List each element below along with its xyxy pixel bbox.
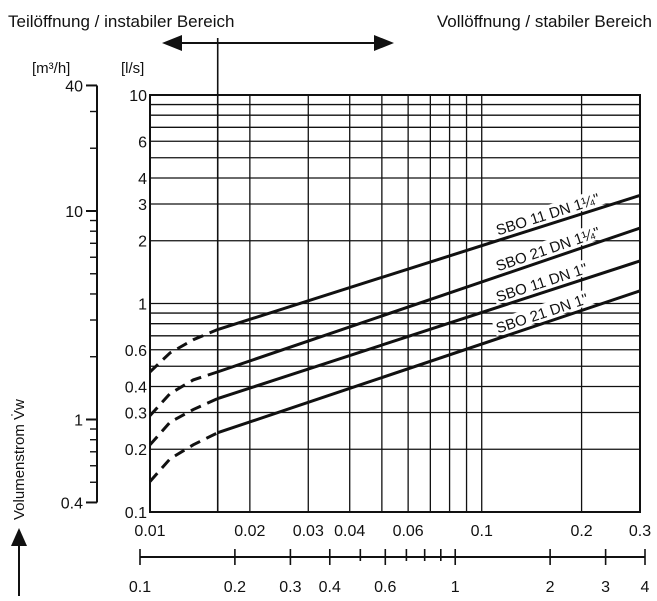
y-tick-label-ls: 0.6	[125, 343, 147, 360]
y-axis-label: Volumenstrom V̇w	[11, 399, 28, 520]
y-axis-title: Volumenstrom V̇w	[11, 399, 28, 596]
curve-dashed-segment	[148, 328, 219, 373]
y-tick-label-m3h: 40	[65, 78, 83, 95]
y-tick-label-ls: 1	[138, 297, 147, 314]
x-tick-label-top: 0.06	[393, 523, 424, 540]
x-tick-label-top: 0.1	[471, 523, 493, 540]
curve-label-background	[491, 280, 617, 337]
y-tick-label-m3h: 10	[65, 204, 83, 221]
y-tick-label-m3h: 1	[74, 412, 83, 429]
x-tick-label-bottom: 3	[601, 579, 610, 596]
y-tick-label-ls: 0.3	[125, 406, 147, 423]
x-tick-label-top: 0.04	[334, 523, 365, 540]
x-tick-label-top: 0.03	[293, 523, 324, 540]
range-arrow	[162, 35, 394, 51]
curve-dashed-segment	[148, 370, 219, 417]
x-tick-label-bottom: 1	[451, 579, 460, 596]
curve-solid-segment	[217, 259, 641, 400]
curve-dashed-segment	[148, 431, 219, 483]
x-tick-label-bottom: 0.4	[319, 579, 341, 596]
y-tick-label-ls: 2	[138, 234, 147, 251]
x-tick-label-bottom: 0.1	[129, 579, 151, 596]
y-tick-label-m3h: 0.4	[61, 495, 83, 512]
y-tick-label-ls: 10	[129, 88, 147, 105]
y-unit-inner: [l/s]	[121, 60, 144, 77]
x-tick-label-top: 0.2	[570, 523, 592, 540]
x-tick-label-bottom: 0.6	[374, 579, 396, 596]
x-tick-label-bottom: 4	[641, 579, 650, 596]
curve-dashed-segment	[148, 397, 219, 446]
curve-solid-segment	[217, 289, 641, 435]
x-tick-label-top: 0.01	[134, 523, 165, 540]
chart-grid	[149, 38, 641, 513]
x-tick-label-top: 0.3	[629, 523, 651, 540]
y-tick-label-ls: 4	[138, 171, 147, 188]
x-tick-label-bottom: 0.2	[224, 579, 246, 596]
y-tick-label-ls: 6	[138, 134, 147, 151]
y-tick-label-ls: 0.1	[125, 505, 147, 522]
curve-label-background	[491, 218, 617, 274]
chart-curves: SBO 11 DN 1¼"SBO 21 DN 1¼"SBO 11 DN 1"SB…	[148, 184, 641, 483]
y-tick-label-ls: 0.2	[125, 442, 147, 459]
x-tick-label-top: 0.02	[234, 523, 265, 540]
x-tick-label-bottom: 2	[546, 579, 555, 596]
chart-axes: 0.1 0.2 0.3 0.4 0.6 1 2 3 4 6 10 0.4 1 10 40 0.01 0.02 0.…	[61, 78, 651, 596]
y-unit-outer: [m³/h]	[32, 60, 70, 77]
curve-solid-segment	[217, 193, 641, 331]
header-right-label: Vollöffnung / stabiler Bereich	[437, 12, 652, 31]
y-tick-label-ls: 3	[138, 197, 147, 214]
header-left-label: Teilöffnung / instabiler Bereich	[8, 12, 235, 31]
y-tick-label-ls: 0.4	[125, 379, 147, 396]
x-tick-label-bottom: 0.3	[279, 579, 301, 596]
curve-label-background	[491, 250, 617, 305]
curve-label-background	[491, 184, 617, 239]
curve-solid-segment	[217, 226, 641, 374]
